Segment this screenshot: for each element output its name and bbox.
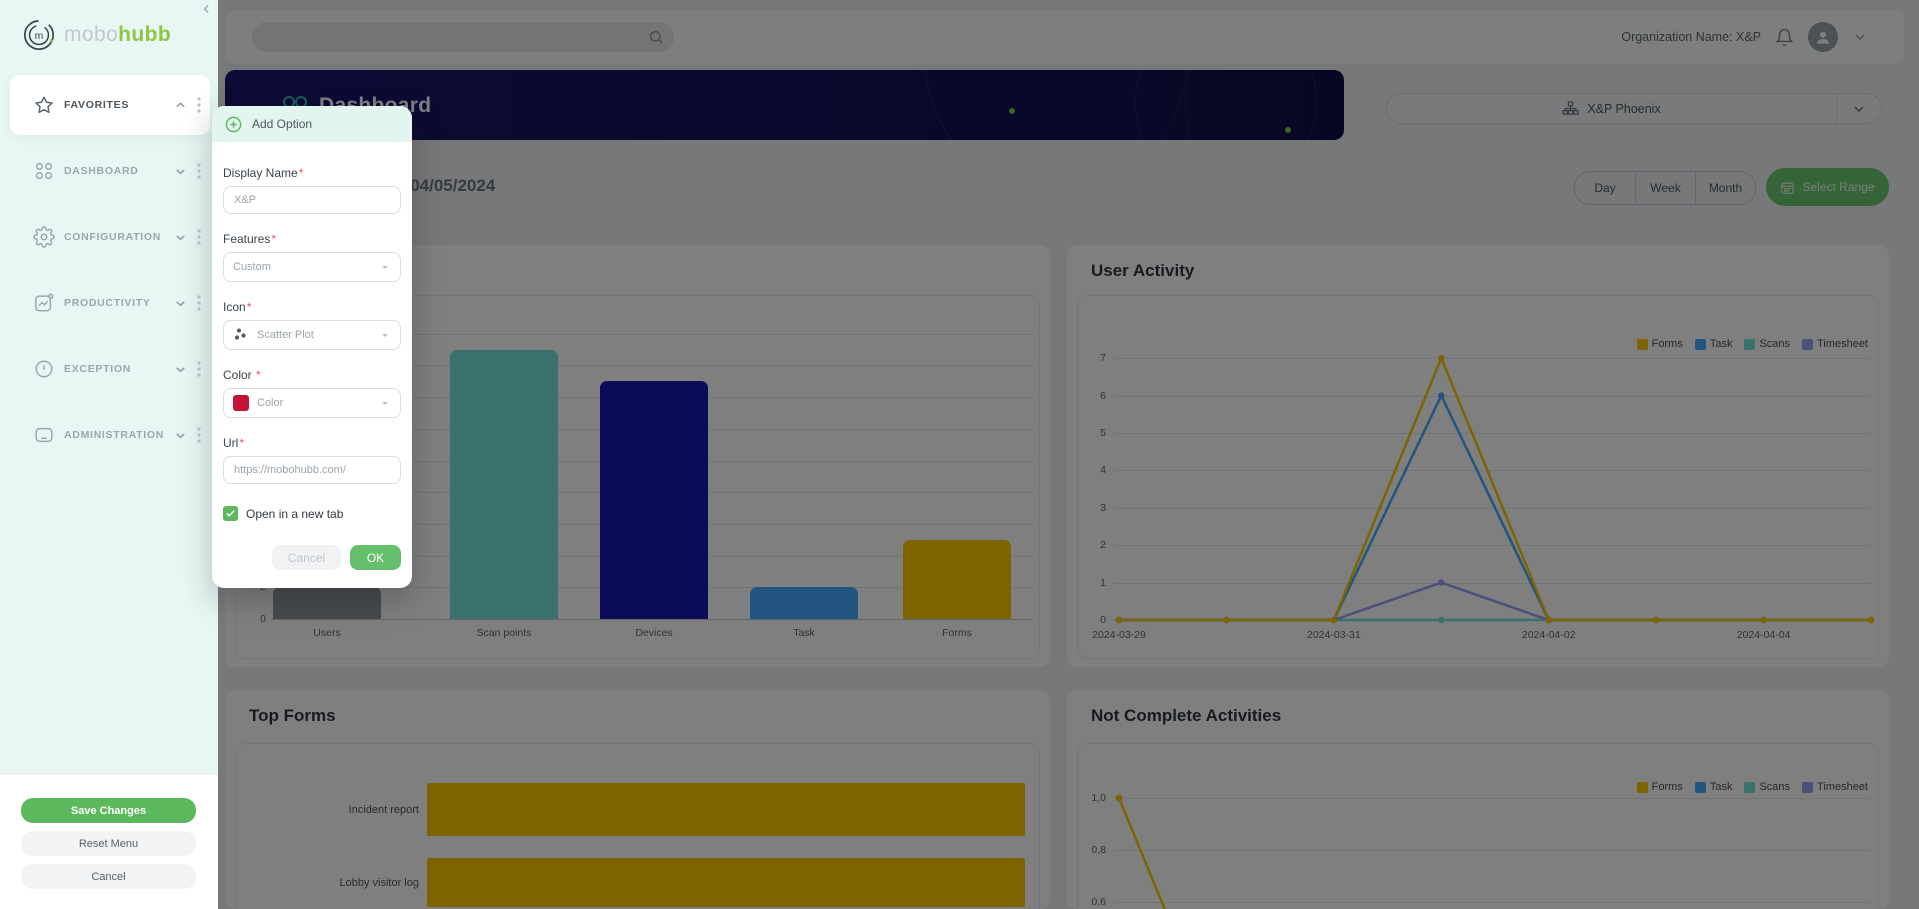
main-content: Organization Name: X&P Dashboard X&P: [218, 0, 1919, 909]
svg-text:m: m: [35, 31, 44, 42]
scatter-plot-icon: [234, 328, 246, 340]
sidebar-item-label: EXCEPTION: [64, 363, 131, 375]
app-logo: m mobohubb: [22, 18, 171, 52]
color-select[interactable]: Color: [223, 388, 401, 418]
sidebar-item-label: PRODUCTIVITY: [64, 297, 151, 309]
required-marker: *: [271, 232, 277, 246]
kebab-menu-icon[interactable]: [196, 96, 202, 114]
add-plus-icon: [225, 116, 242, 132]
kebab-menu-icon[interactable]: [196, 360, 202, 378]
screen-dim-overlay: [218, 0, 1919, 909]
chevron-down-icon[interactable]: [173, 296, 188, 311]
activity-icon: [35, 293, 54, 312]
chevron-up-icon[interactable]: [173, 98, 188, 113]
url-label: Url: [223, 436, 239, 450]
sidebar-menu: FAVORITES DASHBOARD CONFIGURATION PRODUCTIV…: [10, 75, 210, 471]
check-icon: [226, 510, 235, 517]
logo-part1: mobo: [64, 23, 119, 46]
chevron-down-icon: [382, 266, 388, 269]
chevron-down-icon[interactable]: [173, 362, 188, 377]
open-new-tab-checkbox[interactable]: [223, 506, 238, 521]
kebab-menu-icon[interactable]: [196, 162, 202, 180]
color-value: Color: [257, 397, 284, 409]
required-marker: *: [246, 300, 252, 314]
sidebar-item-label: ADMINISTRATION: [64, 429, 165, 441]
color-label: Color: [223, 368, 252, 382]
gear-icon: [33, 226, 55, 248]
required-marker: *: [298, 166, 304, 180]
star-icon: [35, 96, 53, 114]
modal-header: Add Option: [212, 106, 412, 142]
sidebar: m mobohubb FAVORITES DASHBOARD CONFIGURATI…: [0, 0, 218, 909]
mobohubb-logo-icon: m: [23, 19, 55, 51]
open-new-tab-label: Open in a new tab: [246, 506, 344, 521]
modal-title: Add Option: [252, 117, 313, 131]
required-marker: *: [239, 436, 244, 450]
sidebar-item-favorites[interactable]: FAVORITES: [10, 75, 210, 135]
kebab-menu-icon[interactable]: [196, 228, 202, 246]
add-option-modal: Add Option Display Name* Features* Custo…: [212, 106, 412, 588]
sidebar-item-label: DASHBOARD: [64, 165, 139, 177]
sidebar-collapse-icon[interactable]: [200, 2, 214, 21]
required-marker: *: [256, 368, 261, 382]
sidebar-item-dashboard[interactable]: DASHBOARD: [10, 141, 210, 201]
logo-part2: hubb: [118, 23, 172, 46]
modal-cancel-button[interactable]: Cancel: [272, 545, 341, 570]
kebab-menu-icon[interactable]: [196, 426, 202, 444]
sidebar-item-administration[interactable]: ADMINISTRATION: [10, 405, 210, 465]
features-value: Custom: [233, 261, 271, 273]
color-swatch: [233, 395, 249, 411]
sidebar-footer: Save Changes Reset Menu Cancel: [0, 774, 218, 909]
panel-icon: [35, 427, 53, 443]
cancel-menu-button[interactable]: Cancel: [21, 864, 196, 889]
icon-label: Icon: [223, 300, 246, 314]
icon-select[interactable]: Scatter Plot: [223, 320, 401, 350]
sidebar-item-exception[interactable]: EXCEPTION: [10, 339, 210, 399]
sidebar-item-label: FAVORITES: [64, 99, 130, 111]
chevron-down-icon[interactable]: [173, 230, 188, 245]
grid-icon: [35, 162, 53, 180]
chevron-down-icon: [382, 334, 388, 337]
modal-ok-button[interactable]: OK: [350, 545, 401, 570]
features-select[interactable]: Custom: [223, 252, 401, 282]
sidebar-item-productivity[interactable]: PRODUCTIVITY: [10, 273, 210, 333]
features-label: Features: [223, 232, 271, 246]
save-changes-button[interactable]: Save Changes: [21, 798, 196, 823]
kebab-menu-icon[interactable]: [196, 294, 202, 312]
display-name-label: Display Name: [223, 166, 298, 180]
chevron-down-icon: [382, 402, 388, 405]
icon-value: Scatter Plot: [257, 329, 314, 341]
alert-icon: [35, 360, 53, 378]
sidebar-item-label: CONFIGURATION: [64, 231, 161, 243]
url-field[interactable]: [223, 456, 401, 484]
display-name-field[interactable]: [223, 186, 401, 214]
chevron-down-icon[interactable]: [173, 428, 188, 443]
reset-menu-button[interactable]: Reset Menu: [21, 831, 196, 856]
sidebar-item-configuration[interactable]: CONFIGURATION: [10, 207, 210, 267]
chevron-down-icon[interactable]: [173, 164, 188, 179]
